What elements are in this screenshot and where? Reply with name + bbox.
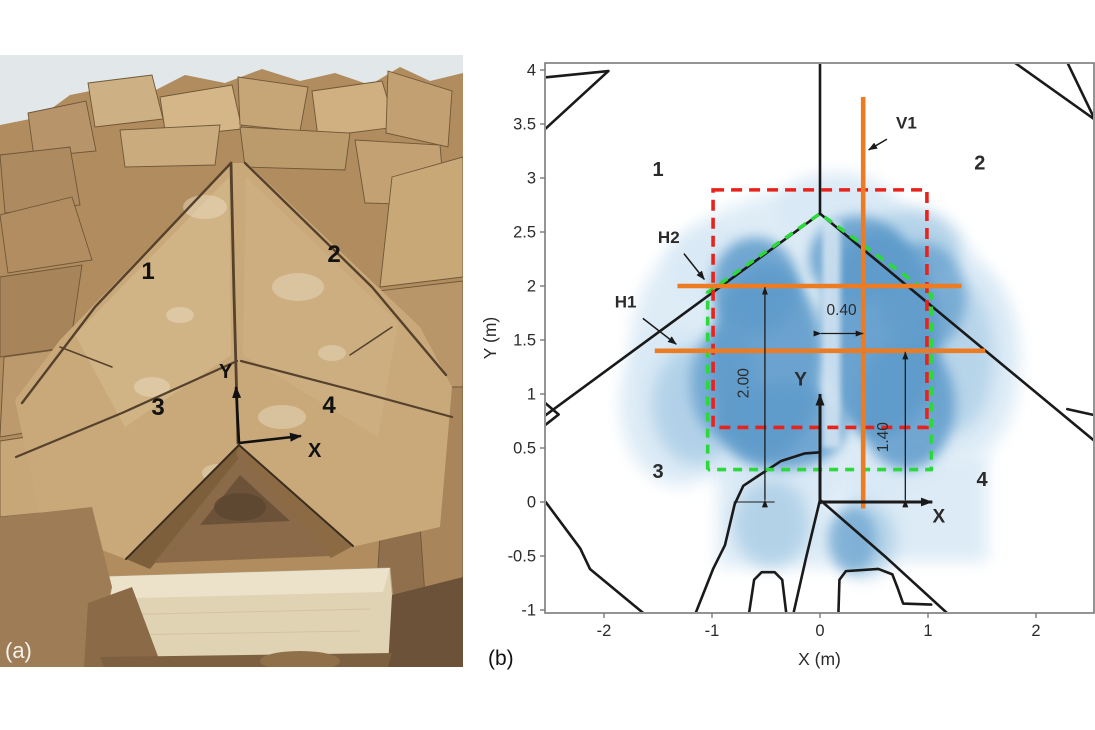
y-tick-label: 2 <box>527 278 536 296</box>
quadrant-label-3: 3 <box>652 461 663 483</box>
y-tick-label: 0.5 <box>513 440 536 458</box>
photo-y-label: Y <box>219 361 233 383</box>
x-tick-label: 2 <box>1031 622 1040 640</box>
quadrant-label-4: 4 <box>976 469 988 491</box>
x-tick-label: -2 <box>597 622 612 640</box>
x-tick-label: -1 <box>705 622 720 640</box>
dimension-value-1.40: 1.40 <box>875 422 892 453</box>
panel-b-label: (b) <box>488 647 514 670</box>
photo-block-label-1: 1 <box>141 258 154 285</box>
panel-b-plot: V1 H1 H2 2.00 1.40 0.40 X Y 1 2 3 4 -2 -1 0 1 2 -1 -0.5 0 0.… <box>480 30 1095 698</box>
photo-block-label-3: 3 <box>151 394 164 421</box>
pointer-arrow-H1 <box>642 317 677 345</box>
dimension-value-0.40: 0.40 <box>827 302 858 319</box>
measurement-label-V1: V1 <box>896 113 917 132</box>
measurement-label-H1: H1 <box>615 293 637 312</box>
photo-block-label-2: 2 <box>327 241 340 268</box>
x-tick-label: 1 <box>923 622 932 640</box>
y-tick-label: 4 <box>527 62 536 80</box>
block-outline-traces <box>546 64 1093 612</box>
photo-x-label: X <box>308 440 322 462</box>
y-tick-label: 3.5 <box>513 116 536 134</box>
y-tick-label: 1.5 <box>513 332 536 350</box>
measurement-label-H2: H2 <box>658 228 680 247</box>
panel-a-photo: Y X 1 2 3 4 (a) <box>0 55 463 667</box>
y-tick-label: -1 <box>521 602 536 620</box>
quadrant-label-1: 1 <box>652 159 663 181</box>
muon-heatmap-plot: V1 H1 H2 2.00 1.40 0.40 X Y 1 2 3 4 -2 -1 0 1 2 -1 -0.5 0 0.… <box>480 62 1095 670</box>
x-tick-label: 0 <box>815 622 824 640</box>
x-axis-title: X (m) <box>798 649 841 669</box>
pointer-arrow-V1 <box>868 138 888 151</box>
y-tick-label: 2.5 <box>513 224 536 242</box>
green-dashed-chevron-outline <box>705 211 934 472</box>
pointer-arrow-H2 <box>683 253 706 280</box>
overlay-y-label: Y <box>794 369 807 390</box>
dimension-value-2.00: 2.00 <box>736 368 753 399</box>
photo-x-axis-arrow <box>238 432 302 445</box>
panel-a-label: (a) <box>5 638 32 663</box>
overlay-x-label: X <box>932 507 945 528</box>
quadrant-label-2: 2 <box>974 152 985 174</box>
y-axis-title: Y (m) <box>480 317 500 359</box>
y-tick-label: 3 <box>527 170 536 188</box>
photo-block-label-4: 4 <box>322 392 336 419</box>
y-tick-label: 0 <box>527 494 536 512</box>
photo-y-axis-arrow <box>232 386 242 444</box>
chevron-photo: Y X 1 2 3 4 (a) <box>0 55 463 667</box>
y-tick-label: -0.5 <box>508 548 536 566</box>
y-tick-label: 1 <box>527 386 536 404</box>
